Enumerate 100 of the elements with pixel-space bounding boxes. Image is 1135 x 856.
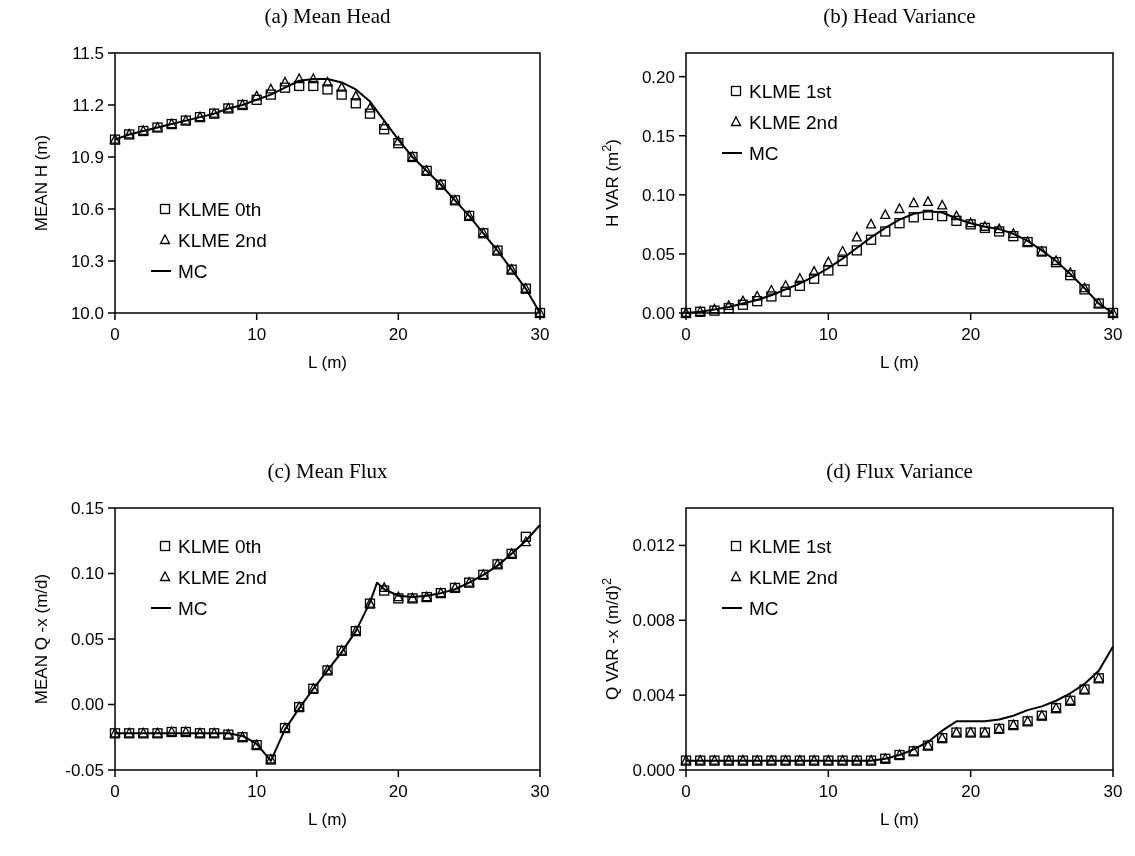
point	[780, 280, 791, 290]
point	[1008, 228, 1019, 238]
point	[1065, 270, 1076, 281]
legend-label: KLME 0th	[178, 198, 262, 220]
point	[937, 210, 948, 222]
point	[336, 89, 347, 100]
point	[908, 197, 919, 208]
point	[294, 80, 305, 92]
y-tick-label: 0.008	[632, 611, 675, 631]
y-tick-label: 0.00	[70, 695, 104, 715]
point	[880, 226, 891, 237]
x-tick-label: 10	[818, 325, 838, 344]
legend-label: MC	[178, 597, 208, 619]
point	[752, 290, 763, 301]
legend-label: KLME 2nd	[178, 566, 267, 588]
chart-title: (a) Mean Head	[264, 4, 391, 28]
point	[251, 90, 262, 101]
point	[780, 286, 791, 297]
x-tick-label: 30	[530, 325, 550, 344]
point	[794, 280, 806, 291]
chart-title: (b) Head Variance	[823, 4, 976, 28]
legend-label: MC	[749, 142, 779, 164]
x-tick-label: 0	[681, 325, 691, 344]
point	[279, 76, 291, 87]
point	[364, 102, 376, 113]
point	[752, 296, 763, 307]
x-tick-label: 20	[388, 782, 408, 801]
point	[794, 273, 806, 283]
y-tick-label: 0.15	[641, 126, 675, 146]
point	[265, 89, 276, 100]
x-tick-label: 10	[818, 782, 838, 801]
point	[937, 199, 948, 210]
y-tick-label: 0.004	[632, 686, 675, 706]
x-axis-title: L (m)	[879, 353, 920, 372]
y-axis-title: MEAN H (m)	[32, 134, 51, 232]
point	[350, 98, 361, 109]
point	[279, 82, 291, 93]
point	[737, 299, 749, 310]
point	[265, 83, 276, 94]
x-tick-label: 30	[530, 782, 550, 801]
point	[520, 536, 531, 547]
x-tick-label: 0	[110, 782, 120, 801]
y-tick-label: 11.5	[72, 43, 104, 63]
y-tick-label: 10.3	[70, 251, 104, 271]
point	[894, 218, 905, 229]
y-tick-label: 10.9	[70, 147, 104, 167]
y-tick-label: 0.20	[641, 67, 675, 87]
point	[322, 84, 333, 95]
legend-label: KLME 1st	[749, 535, 833, 557]
y-tick-label: 0.10	[641, 185, 675, 205]
point	[823, 265, 834, 276]
x-axis-title: L (m)	[307, 353, 348, 372]
chart-title: (d) Flux Variance	[826, 459, 973, 483]
point	[922, 196, 934, 207]
point	[894, 203, 905, 214]
point	[308, 73, 319, 84]
y-tick-label: 10.0	[70, 303, 104, 323]
point	[766, 284, 777, 295]
legend-label: KLME 2nd	[178, 229, 267, 251]
point	[1008, 231, 1019, 242]
x-tick-label: 20	[961, 782, 981, 801]
legend-label: MC	[749, 597, 779, 619]
point	[837, 255, 848, 267]
point	[851, 231, 862, 242]
point	[336, 82, 347, 92]
legend-label: MC	[178, 260, 208, 282]
y-tick-label: 0.00	[641, 303, 675, 323]
point	[951, 215, 962, 226]
point	[364, 108, 376, 119]
y-tick-label: 0.15	[70, 498, 104, 518]
x-tick-label: 10	[247, 782, 267, 801]
legend-label: KLME 2nd	[749, 566, 838, 588]
point	[379, 124, 390, 135]
point	[808, 265, 820, 276]
y-axis-title: MEAN Q -x (m/d)	[32, 573, 51, 705]
y-tick-label: -0.05	[65, 760, 104, 780]
y-tick-label: 0.10	[70, 564, 104, 584]
x-axis-title: L (m)	[879, 810, 920, 829]
point	[308, 80, 319, 92]
chart-title: (c) Mean Flux	[267, 459, 389, 483]
point	[251, 94, 262, 105]
x-tick-label: 30	[1103, 325, 1123, 344]
point	[951, 210, 962, 221]
point	[837, 245, 848, 256]
point	[322, 76, 333, 87]
y-tick-label: 11.2	[72, 95, 104, 115]
point	[865, 234, 877, 245]
x-tick-label: 20	[388, 325, 408, 344]
x-tick-label: 30	[1103, 782, 1123, 801]
legend-label: KLME 2nd	[749, 111, 838, 133]
x-tick-label: 0	[681, 782, 691, 801]
x-tick-label: 10	[247, 325, 267, 344]
y-tick-label: 10.6	[70, 199, 104, 219]
y-tick-label: 0.05	[641, 244, 675, 264]
point	[808, 273, 820, 284]
point	[1065, 267, 1076, 277]
point	[520, 531, 531, 542]
point	[766, 291, 777, 302]
point	[908, 212, 919, 223]
x-tick-label: 20	[961, 325, 981, 344]
